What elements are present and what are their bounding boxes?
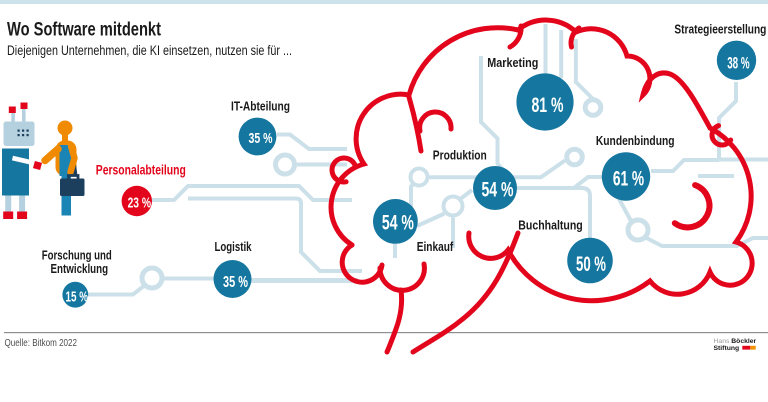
svg-text:Entwicklung: Entwicklung <box>51 261 109 276</box>
svg-text:50 %: 50 % <box>576 251 606 276</box>
svg-text:Wo Software mitdenkt: Wo Software mitdenkt <box>7 20 162 41</box>
svg-text:Forschung und: Forschung und <box>42 248 112 263</box>
svg-text:35 %: 35 % <box>249 130 273 147</box>
svg-text:Hans Böckler: Hans Böckler <box>714 338 757 345</box>
svg-text:Marketing: Marketing <box>487 55 538 70</box>
svg-text:Personalabteilung: Personalabteilung <box>96 162 186 177</box>
svg-text:15 %: 15 % <box>66 289 89 306</box>
svg-text:23 %: 23 % <box>128 195 151 211</box>
svg-text:Logistik: Logistik <box>215 239 253 254</box>
svg-text:Quelle: Bitkom 2022: Quelle: Bitkom 2022 <box>5 337 78 349</box>
svg-text:Kundenbindung: Kundenbindung <box>596 133 675 148</box>
svg-text:38 %: 38 % <box>727 53 749 72</box>
svg-text:Buchhaltung: Buchhaltung <box>518 218 583 233</box>
svg-text:Strategieerstellung: Strategieerstellung <box>674 22 766 37</box>
svg-text:Einkauf: Einkauf <box>417 239 454 254</box>
svg-text:Produktion: Produktion <box>433 148 487 163</box>
svg-text:81 %: 81 % <box>532 92 564 117</box>
svg-text:Stiftung: Stiftung <box>714 345 740 352</box>
svg-text:54 %: 54 % <box>482 177 514 202</box>
svg-text:54 %: 54 % <box>382 210 414 235</box>
svg-text:61 %: 61 % <box>613 166 644 191</box>
svg-text:Diejenigen Unternehmen, die KI: Diejenigen Unternehmen, die KI einsetzen… <box>7 43 292 58</box>
svg-text:IT-Abteilung: IT-Abteilung <box>231 99 290 114</box>
svg-text:35 %: 35 % <box>223 274 248 291</box>
